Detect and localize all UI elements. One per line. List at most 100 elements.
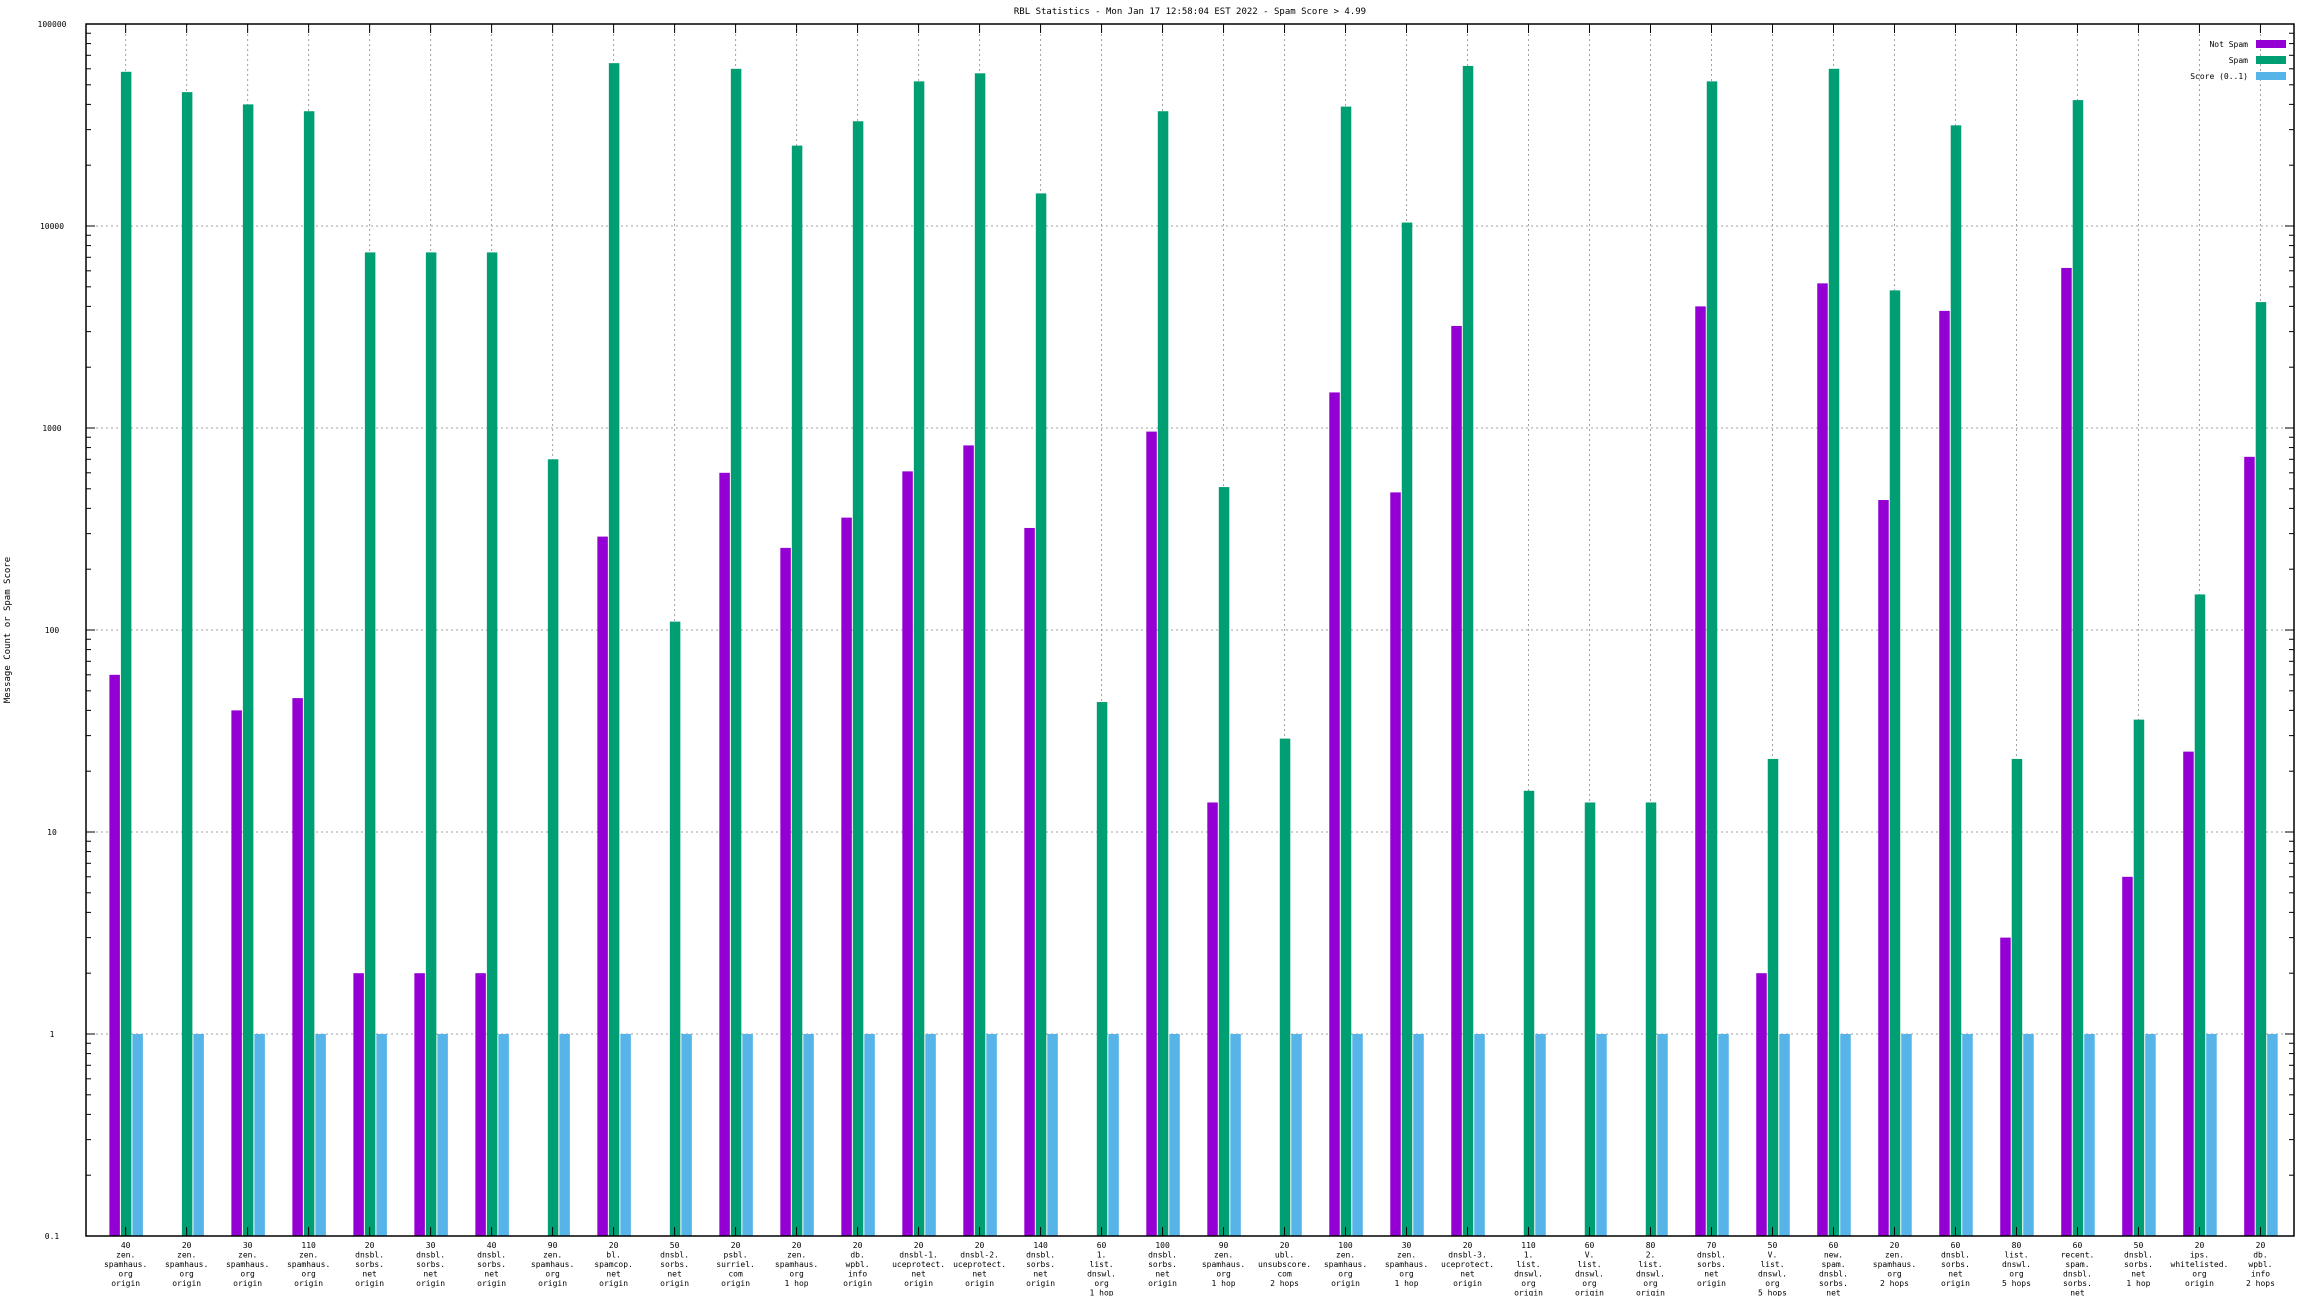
x-tick-label-line: info <box>2251 1270 2270 1279</box>
bar <box>2011 758 2023 1236</box>
x-tick-label: 90 zen. spamhaus. org origin <box>531 1241 574 1288</box>
bar <box>841 517 852 1236</box>
x-tick-label-line: list. <box>1638 1260 1662 1269</box>
y-tick-label: 1000 <box>42 424 61 433</box>
y-tick-label: 100 <box>45 626 60 635</box>
x-tick-label-line: zen. <box>299 1251 318 1260</box>
x-tick-label-line: sorbs. <box>1026 1260 1055 1269</box>
x-tick-label-line: org <box>789 1270 804 1279</box>
x-tick-label-line: 110 <box>1521 1241 1536 1250</box>
x-tick-label-line: zen. <box>543 1251 562 1260</box>
x-tick-label-line: 100 <box>1155 1241 1170 1250</box>
bar <box>852 121 864 1237</box>
x-tick-label-line: db. <box>850 1251 864 1260</box>
x-tick-label-line: origin <box>1026 1279 1055 1288</box>
x-tick-label-line: 110 <box>301 1241 316 1250</box>
bar <box>547 459 559 1237</box>
x-tick-label-line: 50 <box>2134 1241 2144 1250</box>
x-tick-label-line: org <box>118 1270 133 1279</box>
y-tick-label: 100000 <box>38 20 67 29</box>
x-tick-label-line: 5 hops <box>1758 1289 1787 1296</box>
bar <box>1474 1034 1485 1236</box>
x-tick-label-line: 100 <box>1338 1241 1353 1250</box>
x-tick-label-line: com <box>1277 1270 1292 1279</box>
x-tick-label-line: zen. <box>1885 1251 1904 1260</box>
bar <box>780 547 791 1236</box>
bar <box>303 111 315 1236</box>
bar <box>803 1034 814 1236</box>
legend-label: Spam <box>2229 56 2248 65</box>
bar <box>864 1034 875 1236</box>
bar <box>1767 758 1779 1236</box>
x-tick-label-line: 2 hops <box>2246 1279 2275 1288</box>
y-tick-label: 10000 <box>40 222 64 231</box>
bar <box>1108 1034 1119 1236</box>
x-tick-label-line: origin <box>477 1279 506 1288</box>
bar <box>597 536 608 1236</box>
x-tick-label-line: sorbs. <box>416 1260 445 1269</box>
y-tick-label: 10 <box>47 828 57 837</box>
x-tick-label: 30 dnsbl. sorbs. net origin <box>416 1241 445 1288</box>
bar <box>1451 325 1462 1236</box>
x-tick-label-line: sorbs. <box>2124 1260 2153 1269</box>
x-tick-label-line: spamhaus. <box>165 1260 208 1269</box>
x-tick-label-line: surriel. <box>716 1260 755 1269</box>
bar <box>1401 222 1413 1236</box>
x-tick-label-line: origin <box>172 1279 201 1288</box>
legend-swatch <box>2256 40 2286 48</box>
x-tick-label-line: origin <box>904 1279 933 1288</box>
x-tick-label-line: origin <box>294 1279 323 1288</box>
bar <box>2255 302 2267 1236</box>
bar <box>486 252 498 1237</box>
x-tick-label: 50 V. list. dnswl. org 5 hops <box>1758 1241 1787 1296</box>
x-tick-label-line: dnsbl. <box>1697 1251 1726 1260</box>
x-tick-label-line: origin <box>355 1279 384 1288</box>
x-tick-label-line: 20 <box>365 1241 375 1250</box>
x-tick-label: 20 ubl. unsubscore. com 2 hops <box>1258 1241 1311 1288</box>
bar <box>1939 310 1950 1236</box>
x-tick-label-line: 20 <box>182 1241 192 1250</box>
bar <box>1157 111 1169 1236</box>
bar <box>2133 719 2145 1236</box>
legend-label: Score (0..1) <box>2190 72 2248 81</box>
x-tick-label-line: recent. <box>2061 1251 2095 1260</box>
x-tick-label-line: origin <box>965 1279 994 1288</box>
bar <box>608 63 620 1237</box>
bar <box>1901 1034 1912 1236</box>
bar <box>1584 802 1596 1236</box>
x-tick-label-line: 60 <box>1951 1241 1961 1250</box>
legend-swatch <box>2256 72 2286 80</box>
x-tick-label-line: origin <box>1941 1279 1970 1288</box>
bar <box>1035 193 1047 1236</box>
bar <box>2183 751 2194 1236</box>
x-tick-label-line: org <box>1094 1279 1109 1288</box>
bar <box>498 1034 509 1236</box>
x-tick-label-line: spamhaus. <box>287 1260 330 1269</box>
x-tick-label-line: ubl. <box>1275 1251 1294 1260</box>
bar <box>1889 290 1901 1236</box>
x-tick-label-line: dnswl. <box>1514 1270 1543 1279</box>
x-tick-label: 20 bl. spamcop. net origin <box>594 1241 633 1288</box>
x-tick-label-line: 60 <box>2073 1241 2083 1250</box>
x-tick-label-line: origin <box>1453 1279 1482 1288</box>
x-tick-label: 60 dnsbl. sorbs. net origin <box>1941 1241 1970 1288</box>
bar <box>963 445 974 1236</box>
x-tick-label-line: list. <box>1516 1260 1540 1269</box>
x-tick-label-line: org <box>1643 1279 1658 1288</box>
x-tick-label-line: org <box>1216 1270 1231 1279</box>
x-tick-label-line: spam. <box>2065 1260 2089 1269</box>
bar <box>2194 594 2206 1236</box>
x-tick-label-line: origin <box>1514 1289 1543 1296</box>
x-tick-label-line: net <box>1460 1270 1475 1279</box>
x-tick-label-line: 2 hops <box>1270 1279 1299 1288</box>
bar <box>742 1034 753 1236</box>
bar <box>1718 1034 1729 1236</box>
x-tick-label-line: origin <box>1697 1279 1726 1288</box>
x-tick-label: 60 V. list. dnswl. org origin <box>1575 1241 1604 1296</box>
x-tick-label-line: org <box>2009 1270 2024 1279</box>
x-tick-label-line: org <box>1338 1270 1353 1279</box>
x-tick-label-line: dnsbl-3. <box>1448 1251 1487 1260</box>
bars-layer <box>109 63 2278 1237</box>
